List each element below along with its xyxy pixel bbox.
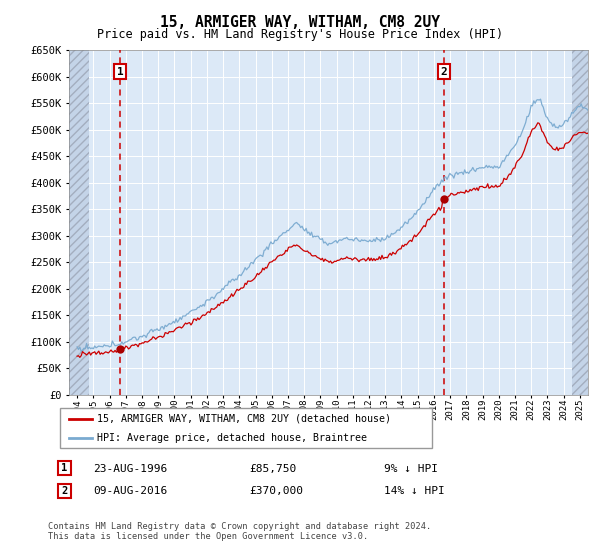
Text: 15, ARMIGER WAY, WITHAM, CM8 2UY: 15, ARMIGER WAY, WITHAM, CM8 2UY <box>160 15 440 30</box>
Text: £370,000: £370,000 <box>249 486 303 496</box>
FancyBboxPatch shape <box>58 461 71 475</box>
Bar <box>572 50 588 395</box>
Bar <box>69 50 89 395</box>
Text: 23-AUG-1996: 23-AUG-1996 <box>93 464 167 474</box>
Text: 9% ↓ HPI: 9% ↓ HPI <box>384 464 438 474</box>
Text: 14% ↓ HPI: 14% ↓ HPI <box>384 486 445 496</box>
Text: 15, ARMIGER WAY, WITHAM, CM8 2UY (detached house): 15, ARMIGER WAY, WITHAM, CM8 2UY (detach… <box>97 414 391 424</box>
Bar <box>572 50 588 395</box>
Text: £85,750: £85,750 <box>249 464 296 474</box>
Text: 2: 2 <box>440 67 447 77</box>
Text: 2: 2 <box>61 486 68 496</box>
FancyBboxPatch shape <box>60 408 432 448</box>
Text: HPI: Average price, detached house, Braintree: HPI: Average price, detached house, Brai… <box>97 433 367 443</box>
Text: 09-AUG-2016: 09-AUG-2016 <box>93 486 167 496</box>
Text: 1: 1 <box>61 463 68 473</box>
Text: 1: 1 <box>116 67 124 77</box>
FancyBboxPatch shape <box>58 483 71 498</box>
Text: Contains HM Land Registry data © Crown copyright and database right 2024.
This d: Contains HM Land Registry data © Crown c… <box>48 522 431 542</box>
Text: Price paid vs. HM Land Registry's House Price Index (HPI): Price paid vs. HM Land Registry's House … <box>97 28 503 41</box>
Bar <box>69 50 89 395</box>
